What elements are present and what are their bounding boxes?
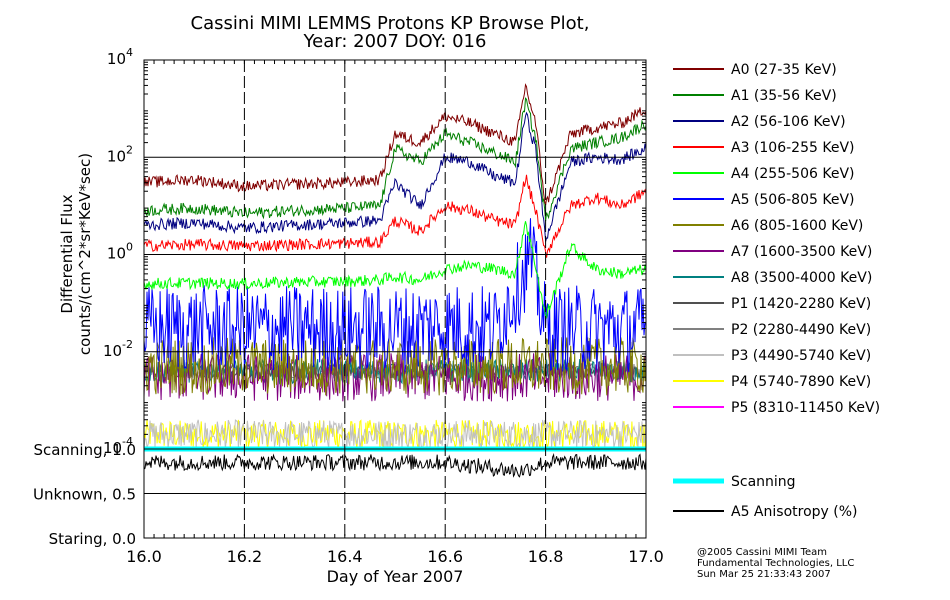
x-tick-label: 16.6 xyxy=(427,547,463,566)
legend-label: A2 (56-106 KeV) xyxy=(731,114,846,130)
status-y-label: Scanning, 1.0 xyxy=(33,441,136,459)
y-tick-exponent: 2 xyxy=(126,143,133,156)
legend-item: A3 (106-255 KeV) xyxy=(673,140,854,156)
chart-title-line1: Cassini MIMI LEMMS Protons KP Browse Plo… xyxy=(191,13,590,34)
legend-item: A5 Anisotropy (%) xyxy=(673,504,858,520)
legend-label: A6 (805-1600 KeV) xyxy=(731,218,863,234)
credit-line-3: Sun Mar 25 21:33:43 2007 xyxy=(697,569,831,580)
legend-label: P5 (8310-11450 KeV) xyxy=(731,400,880,416)
legend-item: A8 (3500-4000 KeV) xyxy=(673,270,872,286)
y-axis-label-line1: Differential Flux xyxy=(58,194,76,313)
legend-label: A4 (255-506 KeV) xyxy=(731,166,854,182)
status-panel-frame xyxy=(143,448,647,539)
y-tick-exponent: 0 xyxy=(126,241,133,254)
legend-item: P4 (5740-7890 KeV) xyxy=(673,374,871,390)
x-tick-label: 16.0 xyxy=(126,547,162,566)
x-tick-label: 16.4 xyxy=(327,547,363,566)
legend-label: A8 (3500-4000 KeV) xyxy=(731,270,872,286)
legend-label: A5 (506-805 KeV) xyxy=(731,192,854,208)
y-tick-base: 10 xyxy=(107,245,126,263)
x-axis-label: Day of Year 2007 xyxy=(327,567,464,586)
series-line xyxy=(144,97,646,222)
y-tick-base: 10 xyxy=(107,147,126,165)
series-line xyxy=(144,111,646,242)
status-y-label: Staring, 0.0 xyxy=(49,530,136,548)
legend-item: Scanning xyxy=(673,474,796,490)
legend-label: P1 (1420-2280 KeV) xyxy=(731,296,871,312)
y-tick-base: 10 xyxy=(103,342,122,360)
legend-item: A1 (35-56 KeV) xyxy=(673,88,837,104)
y-tick-base: 10 xyxy=(103,439,122,457)
legend-item: A6 (805-1600 KeV) xyxy=(673,218,863,234)
legend-label: P2 (2280-4490 KeV) xyxy=(731,322,871,338)
legend-item: P2 (2280-4490 KeV) xyxy=(673,322,871,338)
legend-label: A5 Anisotropy (%) xyxy=(731,504,858,520)
series-line xyxy=(144,221,646,319)
legend: A0 (27-35 KeV) A1 (35-56 KeV) A2 (56-106 K… xyxy=(673,62,880,520)
legend-label: P4 (5740-7890 KeV) xyxy=(731,374,871,390)
legend-item: P1 (1420-2280 KeV) xyxy=(673,296,871,312)
legend-item: A7 (1600-3500 KeV) xyxy=(673,244,872,260)
series-line xyxy=(144,83,646,206)
series-line xyxy=(144,218,646,373)
legend-item: A2 (56-106 KeV) xyxy=(673,114,846,130)
series-line xyxy=(144,174,646,258)
y-tick-label: 100 xyxy=(107,241,133,263)
credit-line-1: @2005 Cassini MIMI Team xyxy=(697,547,827,558)
series-line xyxy=(144,352,646,402)
y-tick-exponent: -2 xyxy=(122,338,133,351)
legend-item: P5 (8310-11450 KeV) xyxy=(673,400,880,416)
status-series-line xyxy=(144,453,646,478)
y-tick-label: 104 xyxy=(107,46,133,68)
legend-item: A0 (27-35 KeV) xyxy=(673,62,837,78)
legend-label: A1 (35-56 KeV) xyxy=(731,88,837,104)
status-y-label: Unknown, 0.5 xyxy=(33,486,136,504)
legend-label: Scanning xyxy=(731,474,796,490)
y-axis-label-line2: counts/(cm^2*sr*KeV*sec) xyxy=(76,153,94,355)
legend-label: P3 (4490-5740 KeV) xyxy=(731,348,871,364)
legend-item: P3 (4490-5740 KeV) xyxy=(673,348,871,364)
series-line xyxy=(144,419,646,449)
y-tick-base: 10 xyxy=(107,50,126,68)
x-tick-label: 17.0 xyxy=(628,547,664,566)
legend-label: A3 (106-255 KeV) xyxy=(731,140,854,156)
y-tick-label: 10-2 xyxy=(103,338,133,360)
y-tick-label: 10-4 xyxy=(103,435,133,457)
chart-title-line2: Year: 2007 DOY: 016 xyxy=(303,31,487,52)
credit-line-2: Fundamental Technologies, LLC xyxy=(697,558,854,569)
plot-area xyxy=(144,83,646,478)
legend-label: A0 (27-35 KeV) xyxy=(731,62,837,78)
legend-item: A5 (506-805 KeV) xyxy=(673,192,854,208)
legend-item: A4 (255-506 KeV) xyxy=(673,166,854,182)
x-tick-label: 16.2 xyxy=(227,547,263,566)
x-tick-label: 16.8 xyxy=(528,547,564,566)
legend-label: A7 (1600-3500 KeV) xyxy=(731,244,872,260)
y-tick-label: 102 xyxy=(107,143,133,165)
y-tick-exponent: -4 xyxy=(122,435,133,448)
y-tick-exponent: 4 xyxy=(126,46,133,59)
